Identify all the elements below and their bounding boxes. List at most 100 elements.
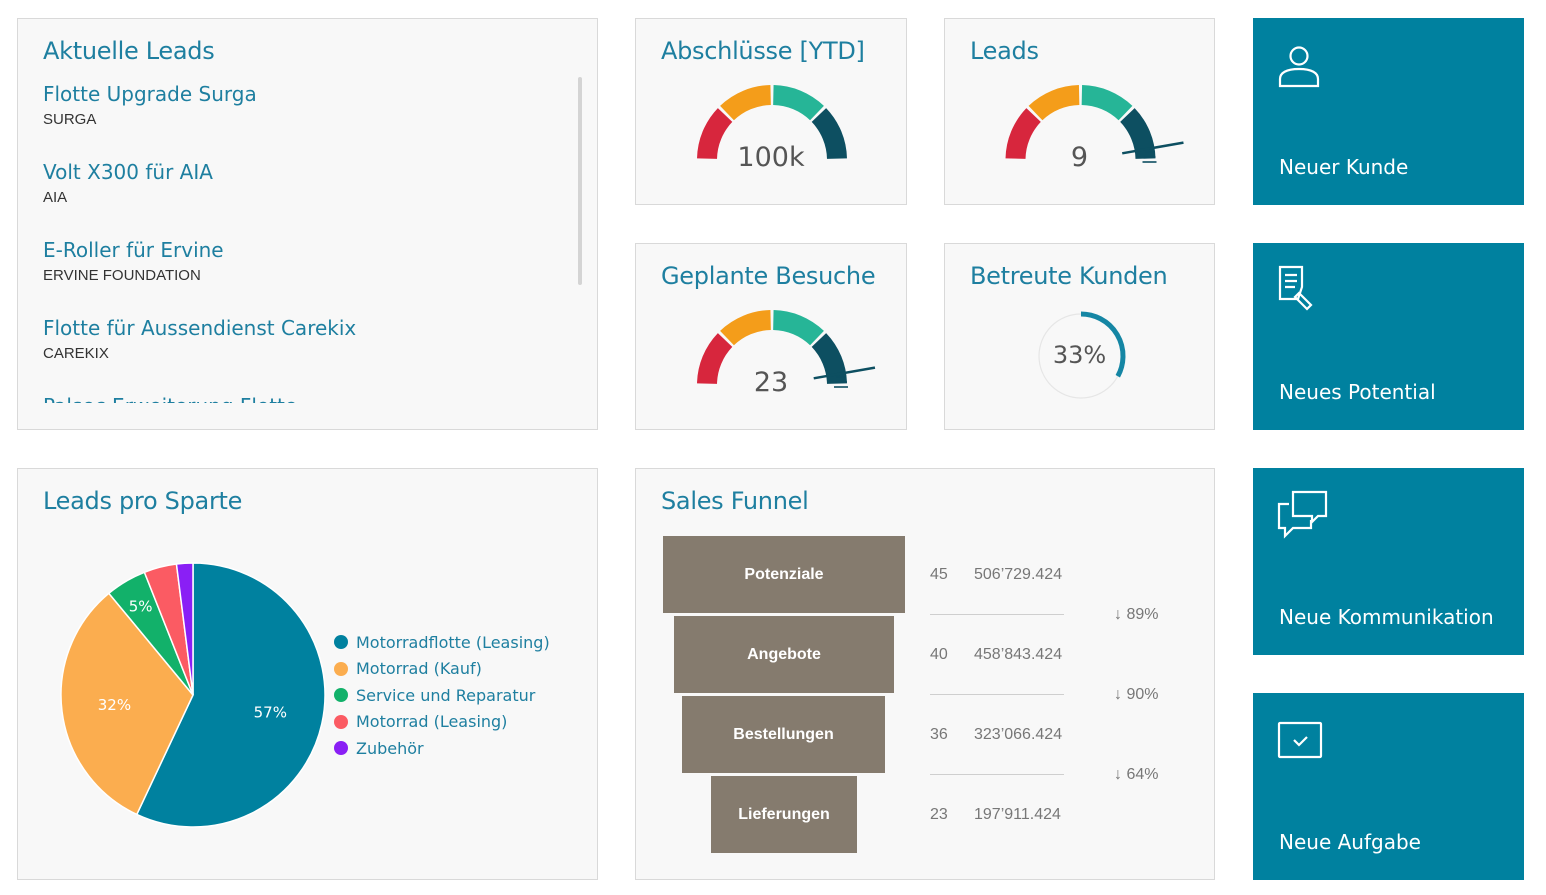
gauge-segment [720,85,772,121]
legend-item[interactable]: Service und Reparatur [334,682,550,709]
lead-company: AIA [43,189,68,206]
lead-title[interactable]: Volt X300 für AIA [43,160,213,184]
lead-company: CAREKIX [43,345,109,362]
gauge-needle [1122,141,1184,155]
gauge-segment [772,310,824,346]
gauge-segment [772,85,824,121]
legend-dot [334,741,348,756]
user-icon [1278,46,1320,88]
new-task-tile[interactable]: Neue Aufgabe [1253,693,1524,880]
lead-company: SURGA [43,111,97,128]
list-item[interactable]: E-Roller für Ervine ERVINE FOUNDATION [43,237,563,315]
new-customer-tile[interactable]: Neuer Kunde [1253,18,1524,205]
funnel-count: 23 [930,806,948,823]
besuche-gauge [697,310,876,388]
new-customer-label: Neuer Kunde [1279,155,1409,179]
pie-slice-label: 32% [98,696,131,714]
legend-dot [334,688,348,703]
leads-list[interactable]: Flotte Upgrade Surga SURGA Volt X300 für… [43,81,563,403]
kpi-besuche-card: Geplante Besuche 23 [635,243,907,430]
pie-slice-label: 5% [129,597,153,615]
funnel-card-title: Sales Funnel [661,487,809,515]
progress-ring-arc [1080,311,1126,378]
kpi-kunden-value: 33% [1052,341,1107,369]
pie-card-title: Leads pro Sparte [43,487,243,515]
kpi-abschluesse-title: Abschlüsse [YTD] [661,37,865,65]
legend-item[interactable]: Zubehör [334,735,550,762]
legend-label: Zubehör [356,738,424,758]
new-communication-label: Neue Kommunikation [1279,605,1494,629]
kpi-leads-card: Leads 9 [944,18,1215,205]
funnel-stage[interactable]: Bestellungen [682,696,885,773]
checkbox-icon [1277,721,1323,759]
funnel-stage[interactable]: Lieferungen [711,776,857,853]
list-item[interactable]: Volt X300 für AIA AIA [43,159,563,237]
legend-dot [334,714,348,729]
funnel-divider [930,774,1064,775]
leads-scrollbar[interactable] [578,77,582,285]
legend-item[interactable]: Motorradflotte (Leasing) [334,629,550,656]
new-task-label: Neue Aufgabe [1279,830,1421,854]
legend-label: Motorrad (Leasing) [356,712,508,732]
gauge-needle [813,366,876,380]
legend-item[interactable]: Motorrad (Kauf) [334,656,550,683]
leads-card-title: Aktuelle Leads [43,37,215,65]
funnel-sum: 323’066.424 [974,726,1063,743]
gauge-segment [811,108,847,160]
kpi-kunden-card: Betreute Kunden 33% [944,243,1215,430]
gauge-segment [1028,85,1080,121]
lead-title[interactable]: Flotte für Aussendienst Carekix [43,316,357,340]
pie-legend: Motorradflotte (Leasing) Motorrad (Kauf) S… [334,629,550,762]
leads-card: Aktuelle Leads Flotte Upgrade Surga SURG… [17,18,598,430]
lead-company: ERVINE FOUNDATION [43,267,201,284]
kpi-kunden-title: Betreute Kunden [970,262,1168,290]
funnel-count: 36 [930,726,948,743]
kunden-progress-ring [1038,311,1126,399]
legend-label: Motorradflotte (Leasing) [356,632,550,652]
leads-gauge [1005,85,1184,163]
kpi-abschluesse-card: Abschlüsse [YTD] 100k [635,18,907,205]
kpi-abschluesse-value: 100k [737,142,805,173]
gauge-segment [720,310,772,346]
gauge-segment [697,333,733,385]
pie-slice[interactable] [60,592,194,816]
legend-dot [334,661,348,676]
legend-item[interactable]: Motorrad (Leasing) [334,709,550,736]
funnel-stage[interactable]: Angebote [674,616,894,693]
gauge-segment [1119,108,1156,160]
pie-slice[interactable] [175,562,194,696]
funnel-conversion: ↓ 64% [1114,766,1159,783]
kpi-leads-value: 9 [1070,142,1089,173]
pie-slice[interactable] [135,562,326,828]
lead-title[interactable]: Flotte Upgrade Surga [43,82,257,106]
funnel-stage[interactable]: Potenziale [663,536,905,613]
funnel-conversion: ↓ 89% [1114,606,1159,623]
new-communication-tile[interactable]: Neue Kommunikation [1253,468,1524,655]
funnel-sum: 458’843.424 [974,646,1063,663]
kpi-leads-title: Leads [970,37,1039,65]
legend-dot [334,635,348,650]
gauge-segment [697,108,733,160]
funnel-count: 40 [930,646,948,663]
legend-label: Service und Reparatur [356,685,536,705]
new-potential-tile[interactable]: Neues Potential [1253,243,1524,430]
funnel-conversion: ↓ 90% [1114,686,1159,703]
pie-slice-label: 57% [254,703,287,721]
gauge-segment [811,333,847,385]
list-item[interactable]: Palsec Erweiterung Flotte [43,393,563,403]
lead-title[interactable]: Palsec Erweiterung Flotte [43,393,563,403]
kpi-besuche-title: Geplante Besuche [661,262,876,290]
kpi-besuche-value: 23 [753,367,789,398]
funnel-divider [930,614,1064,615]
abschluesse-gauge [697,85,847,160]
chat-icon [1277,490,1328,539]
list-item[interactable]: Flotte Upgrade Surga SURGA [43,81,563,159]
list-item[interactable]: Flotte für Aussendienst Carekix CAREKIX [43,315,563,393]
pie-card: Leads pro Sparte 57% 32% 5% Motorradflotte… [17,468,598,880]
funnel-sum: 197’911.424 [974,806,1061,823]
pie-chart: 57% 32% 5% [60,562,326,828]
funnel-card: Sales Funnel Potenziale Angebote Bestell… [635,468,1215,880]
funnel-sum: 506’729.424 [974,566,1063,583]
lead-title[interactable]: E-Roller für Ervine [43,238,224,262]
document-edit-icon [1278,265,1313,311]
